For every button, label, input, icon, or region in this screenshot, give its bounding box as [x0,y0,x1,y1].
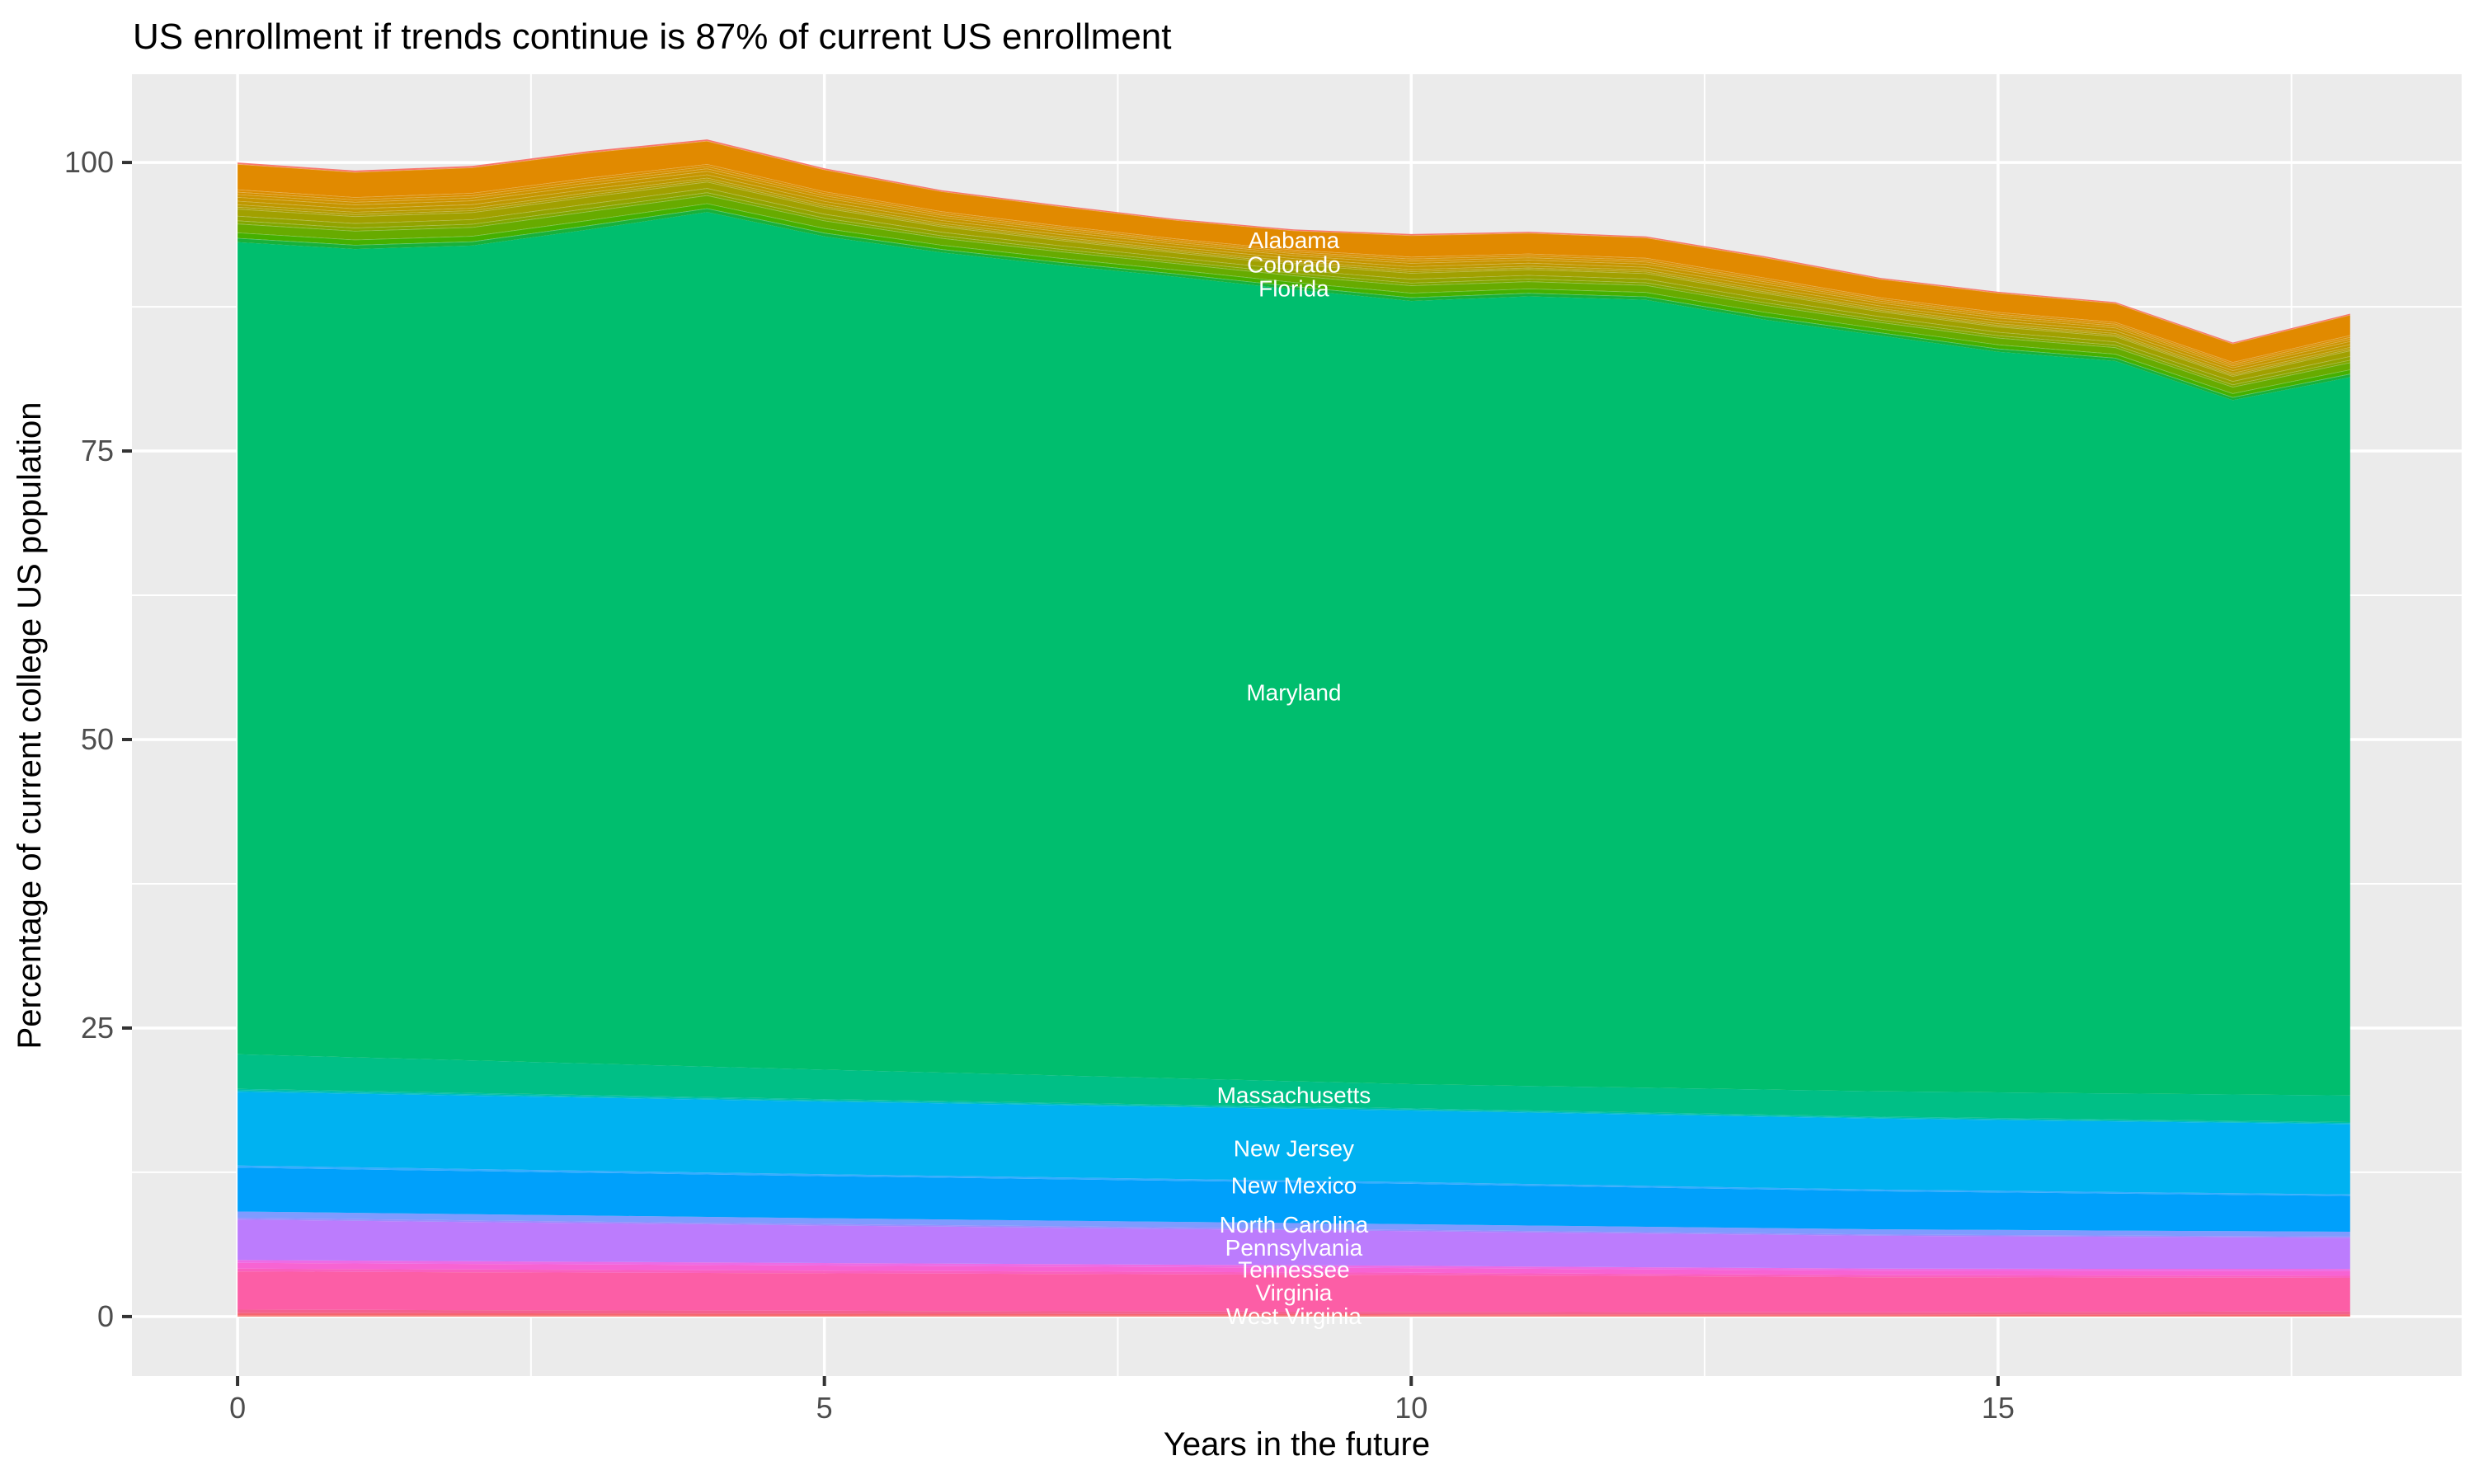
y-tick-label: 50 [81,722,114,756]
state-label-pennsylvania: Pennsylvania [1225,1235,1363,1261]
band-pennsylvania [238,1219,2350,1270]
band-michigan-minnesota-strip [238,1088,2350,1124]
band-maryland [238,212,2350,1096]
band-rhode-island-sc-sd-strip [238,1260,2350,1271]
state-label-new-mexico: New Mexico [1231,1172,1357,1198]
state-label-north-carolina: North Carolina [1220,1212,1369,1237]
y-tick-label: 100 [64,145,114,179]
state-label-alabama: Alabama [1249,228,1340,253]
state-label-colorado: Colorado [1247,251,1341,277]
band-north-carolina [238,1211,2350,1237]
y-tick-label: 75 [81,434,114,467]
axis-ticks: 0 5 10 15 0 25 50 75 100 [64,145,2015,1425]
y-axis-title: Percentage of current college US populat… [12,402,48,1050]
band-new-mexico [238,1165,2350,1196]
band-new-york-band [238,1167,2350,1232]
band-west-virginia [238,1313,2350,1317]
band-texas-utah-vermont-strip [238,1268,2350,1278]
state-label-maryland: Maryland [1246,680,1341,706]
y-tick-label: 25 [81,1011,114,1045]
band-virginia [238,1271,2350,1313]
y-tick-label: 0 [97,1299,114,1333]
state-label-new-jersey: New Jersey [1234,1136,1354,1162]
band-washington-strip [238,1309,2350,1315]
x-tick-label: 10 [1395,1391,1427,1425]
band-tennessee [238,1262,2350,1276]
state-label-tennessee: Tennessee [1238,1257,1349,1283]
band-north-dakota-ohio-strip [238,1218,2350,1238]
band-new-jersey [238,1092,2350,1195]
state-label-florida: Florida [1258,276,1329,302]
state-label-virginia: Virginia [1256,1280,1333,1306]
band-wyoming-wisconsin-strip [238,1315,2350,1317]
x-tick-label: 0 [229,1391,246,1425]
chart-title: US enrollment if trends continue is 87% … [133,16,1172,57]
x-tick-label: 15 [1982,1391,2015,1425]
state-label-west-virginia: West Virginia [1226,1303,1362,1329]
x-tick-label: 5 [816,1391,833,1425]
state-label-massachusetts: Massachusetts [1217,1082,1371,1108]
band-massachusetts [238,1054,2350,1122]
x-axis-title: Years in the future [1163,1426,1431,1463]
area-bands [238,139,2350,1317]
